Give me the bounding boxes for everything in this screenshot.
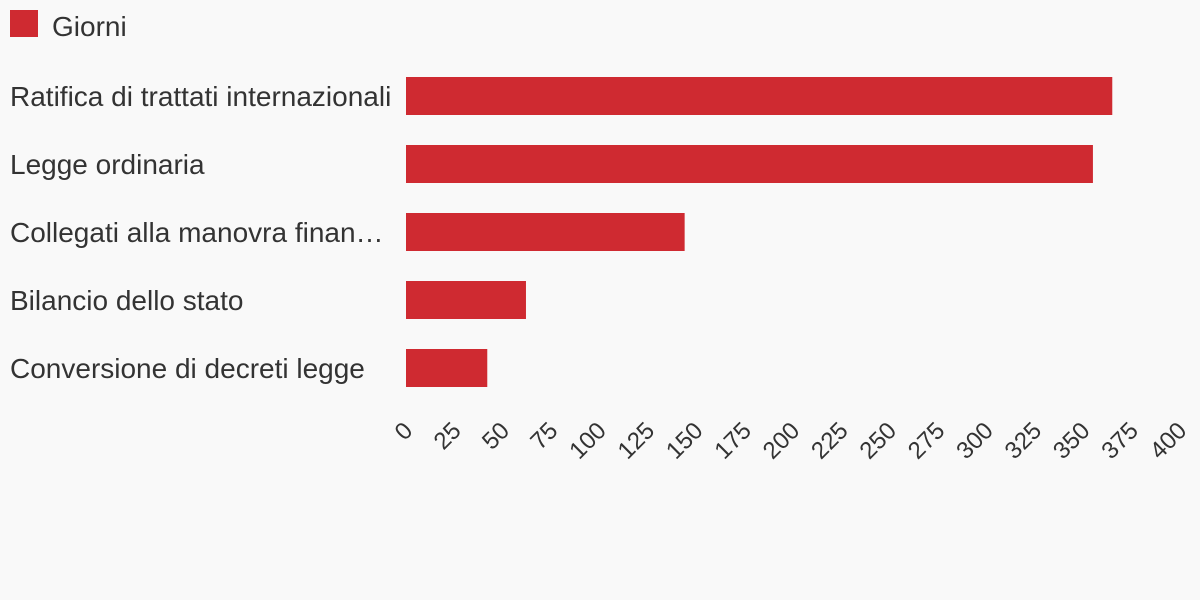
x-tick-label: 25 bbox=[429, 417, 467, 455]
category-label: Collegati alla manovra finan… bbox=[10, 217, 384, 248]
x-tick-label: 150 bbox=[661, 417, 708, 464]
x-tick-label: 0 bbox=[390, 417, 419, 446]
legend-label: Giorni bbox=[52, 11, 127, 42]
x-tick-label: 125 bbox=[613, 417, 660, 464]
x-tick-label: 75 bbox=[525, 417, 563, 455]
bar bbox=[406, 281, 526, 319]
x-tick-label: 50 bbox=[477, 417, 515, 455]
x-tick-label: 200 bbox=[758, 417, 805, 464]
x-tick-label: 100 bbox=[564, 417, 611, 464]
x-tick-label: 375 bbox=[1096, 417, 1143, 464]
bar bbox=[406, 77, 1113, 115]
legend-swatch bbox=[10, 10, 38, 37]
x-tick-label: 250 bbox=[855, 417, 902, 464]
x-tick-label: 225 bbox=[806, 417, 853, 464]
x-tick-label: 175 bbox=[709, 417, 756, 464]
x-tick-label: 300 bbox=[951, 417, 998, 464]
x-tick-label: 275 bbox=[903, 417, 950, 464]
bars bbox=[406, 77, 1113, 387]
x-tick-label: 350 bbox=[1048, 417, 1095, 464]
x-tick-label: 400 bbox=[1145, 417, 1192, 464]
bar bbox=[406, 145, 1093, 183]
category-label: Conversione di decreti legge bbox=[10, 353, 365, 384]
x-axis-ticks: 0 25 50 75 100 125 150 175 200 225 250 275 300 325 350… bbox=[390, 417, 1193, 464]
category-label: Legge ordinaria bbox=[10, 149, 205, 180]
category-label: Bilancio dello stato bbox=[10, 285, 243, 316]
legend: Giorni bbox=[10, 10, 127, 42]
x-tick-label: 325 bbox=[1000, 417, 1047, 464]
bar bbox=[406, 349, 488, 387]
bar bbox=[406, 213, 685, 251]
category-label: Ratifica di trattati internazionali bbox=[10, 81, 391, 112]
category-labels: Ratifica di trattati internazionali Legge… bbox=[10, 81, 391, 384]
